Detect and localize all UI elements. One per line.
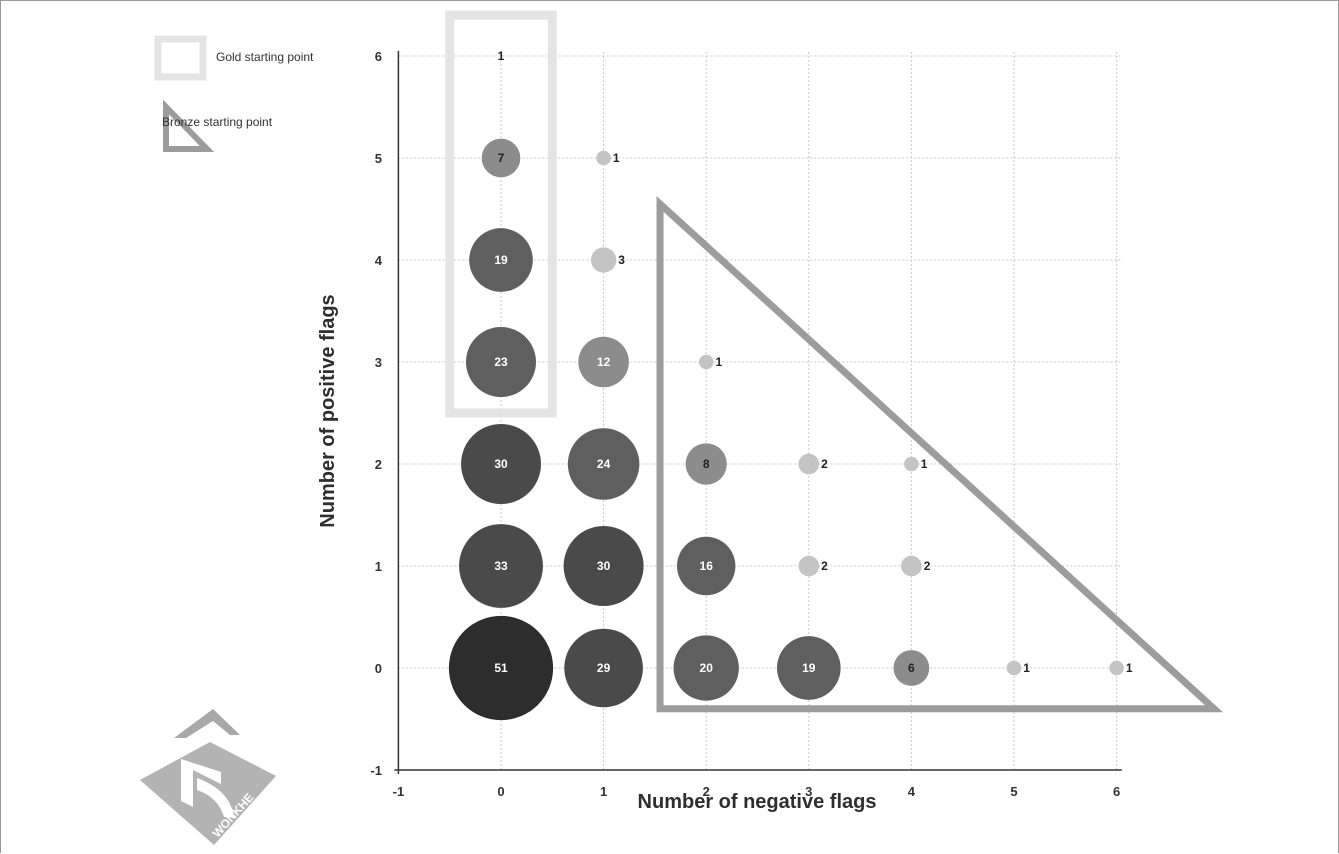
y-tick-label: 1 (375, 559, 382, 574)
x-axis-title: Number of negative flags (638, 791, 877, 813)
x-tick-label: 6 (1113, 784, 1120, 799)
bubble (563, 526, 644, 606)
starting-point-regions (445, 10, 1224, 713)
y-tick-label: 2 (375, 457, 382, 472)
bubble-label: 6 (908, 661, 915, 675)
legend: Gold starting point Bronze starting poin… (154, 35, 314, 152)
bubble-label: 2 (821, 457, 828, 471)
bubble (677, 536, 736, 596)
bubble-label: 30 (597, 559, 611, 573)
gold-legend-icon (154, 35, 207, 81)
x-tick-label: 0 (497, 784, 504, 799)
bubble-label: 16 (700, 559, 714, 573)
bubble (564, 628, 643, 708)
gold-starting-region (445, 10, 557, 418)
logo-chevron (174, 709, 240, 738)
bubble-label: 19 (802, 661, 816, 675)
bubble-label: 30 (494, 457, 508, 471)
bubble-label: 1 (1126, 661, 1133, 675)
bubble (1006, 660, 1022, 676)
x-tick-label: 5 (1010, 784, 1017, 799)
x-tick-label: 3 (805, 784, 812, 799)
bubble-label: 24 (597, 457, 611, 471)
bubble (481, 138, 521, 178)
x-tick-label: 4 (908, 784, 916, 799)
axes (394, 50, 1122, 774)
bubble-label: 7 (498, 151, 505, 165)
bubble-label: 1 (921, 457, 928, 471)
bubble-label: 2 (924, 559, 931, 573)
bubble-label: 29 (597, 661, 611, 675)
wonkhe-logo: WONKHE (140, 709, 276, 845)
bubble-label: 23 (494, 355, 508, 369)
bubble-label: 1 (716, 355, 723, 369)
bronze-legend-icon (163, 99, 215, 152)
bubble (893, 650, 930, 686)
bubble (901, 555, 922, 577)
logo-mark (181, 759, 234, 817)
bubble-label: 2 (821, 559, 828, 573)
bubble (590, 247, 617, 273)
y-tick-label: 0 (375, 661, 382, 676)
bubble-label: 1 (1023, 661, 1030, 675)
bubble (685, 443, 727, 485)
gold-legend-label: Gold starting point (216, 50, 314, 64)
bubbles: 1 7 1 19 3 23 12 1 30 24 8 2 1 33 30 16 2 2 51 29 20 19 6 1 1 (448, 49, 1133, 721)
y-tick-label: 3 (375, 355, 382, 370)
bubble (698, 354, 714, 370)
bubble (578, 336, 629, 388)
bubble (1109, 660, 1124, 676)
bubble (673, 635, 739, 701)
bubble (798, 555, 820, 577)
bubble (459, 524, 543, 608)
bubble (596, 150, 611, 166)
bubble-label: 20 (700, 661, 714, 675)
bubble-label: 3 (618, 253, 625, 267)
y-tick-label: -1 (370, 763, 382, 778)
bubble-label: 8 (703, 457, 710, 471)
x-tick-label: -1 (393, 784, 405, 799)
x-tick-label: 1 (600, 784, 607, 799)
bronze-starting-region (656, 195, 1224, 713)
bubble-label: 51 (494, 661, 508, 675)
y-axis-title: Number of positive flags (317, 294, 339, 527)
bubble-label: 33 (494, 559, 508, 573)
bubble (798, 453, 820, 475)
y-tick-label: 5 (375, 151, 382, 166)
bubble-label: 19 (494, 253, 508, 267)
bubble-label: 12 (597, 355, 611, 369)
bubble (776, 636, 841, 700)
bubble-label: 1 (498, 49, 505, 63)
y-tick-label: 4 (375, 253, 383, 268)
y-tick-label: 6 (375, 49, 382, 64)
bubble (469, 228, 533, 292)
bronze-legend-label: Bronze starting point (162, 115, 273, 129)
bubble (461, 424, 541, 504)
bubble (567, 428, 640, 500)
x-tick-label: 2 (703, 784, 710, 799)
bubble (448, 615, 554, 721)
bubble (904, 456, 919, 472)
bubble-label: 1 (613, 151, 620, 165)
bubble (465, 326, 537, 398)
